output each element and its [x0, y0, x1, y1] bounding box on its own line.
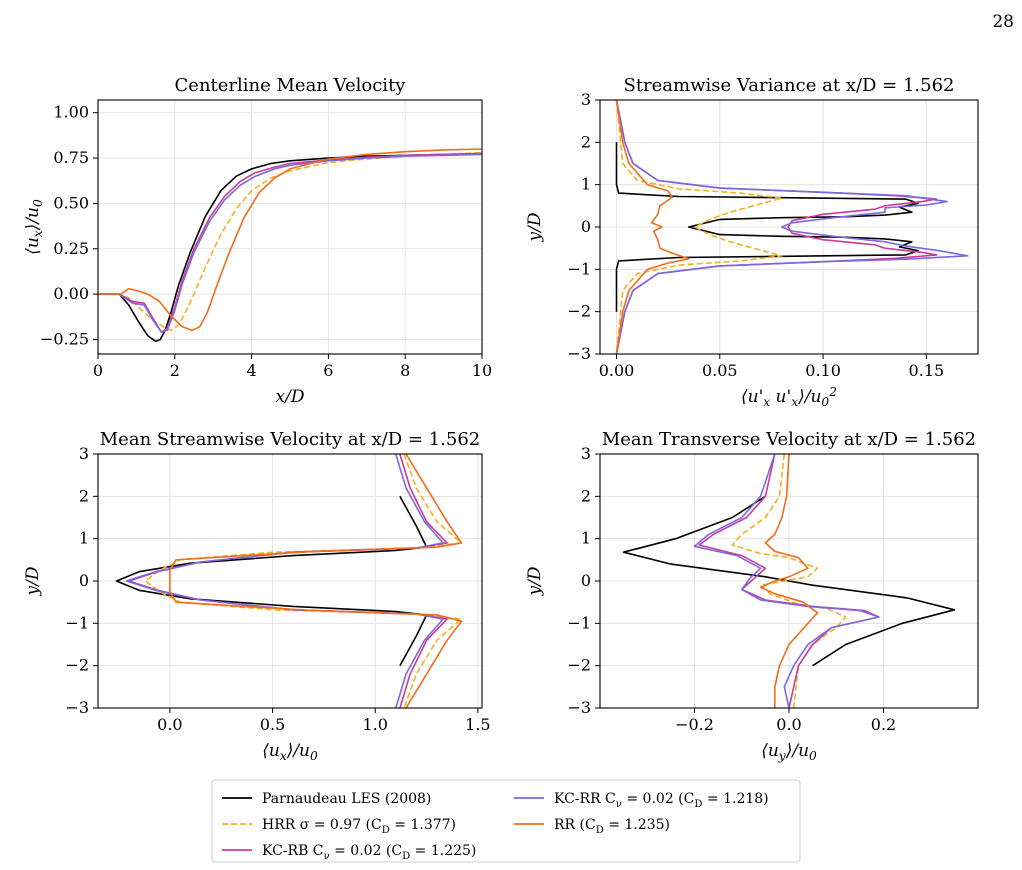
x-tick-label: 2	[170, 361, 180, 380]
legend-label: HRR σ = 0.97 (CD = 1.377)	[262, 817, 456, 836]
x-axis-label: x/D	[276, 387, 305, 407]
y-tick-label: 1	[581, 175, 591, 194]
y-tick-label: 3	[79, 444, 89, 463]
y-tick-label: −3	[567, 344, 591, 363]
y-tick-label: 0.50	[53, 193, 89, 212]
legend-item-kcrr: KC-RR Cν = 0.02 (CD = 1.218)	[514, 791, 769, 810]
x-tick-label: 0.5	[260, 715, 285, 734]
y-tick-label: −2	[65, 656, 89, 675]
y-tick-label: −2	[567, 656, 591, 675]
x-tick-label: 0.0	[157, 715, 182, 734]
x-tick-label: 0.10	[805, 361, 841, 380]
chart-title: Centerline Mean Velocity	[175, 75, 407, 96]
y-tick-label: 0.25	[53, 239, 89, 258]
y-tick-label: −0.25	[40, 329, 89, 348]
x-axis-label: ⟨u'x u'x⟩/u02	[741, 385, 837, 409]
y-tick-label: −2	[567, 302, 591, 321]
y-tick-label: 2	[581, 486, 591, 505]
series-line-rr	[98, 148, 482, 332]
chart-2: 0.00 0.05 0.10 0.15 −3 −2 −1 0 1 2 3 Streamwise Var…	[525, 75, 979, 409]
chart-title: Streamwise Variance at x/D = 1.562	[623, 75, 954, 96]
x-tick-label: 10	[472, 361, 492, 380]
x-tick-label: 0.2	[871, 715, 896, 734]
x-tick-label: −0.2	[675, 715, 714, 734]
y-tick-label: 0	[581, 217, 591, 236]
x-tick-label: 4	[247, 361, 257, 380]
x-tick-label: 0.05	[702, 361, 738, 380]
y-tick-label: 0	[581, 571, 591, 590]
series-line-les	[622, 495, 956, 667]
series-line-hrr	[144, 454, 463, 708]
series-line-les	[98, 152, 482, 343]
chart-4: −0.2 0.0 0.2 −3 −2 −1 0 1 2 3 Mean Transverse Velo…	[525, 429, 979, 763]
x-tick-label: 0	[93, 361, 103, 380]
x-tick-label: 1.0	[362, 715, 387, 734]
chart-3: 0.0 0.5 1.0 1.5 −3 −2 −1 0 1 2 3 Mean Streamwise Ve…	[23, 429, 491, 763]
y-tick-label: 0.75	[53, 148, 89, 167]
x-tick-label: 1.5	[465, 715, 490, 734]
series-line-kcrr	[693, 454, 880, 708]
legend-label: RR (CD = 1.235)	[554, 817, 670, 836]
series-line-hrr	[615, 100, 783, 354]
x-axis-label: ⟨ux⟩/u0	[262, 741, 318, 763]
series-line-kcrr	[98, 153, 482, 334]
chart-1: 0 2 4 6 8 10 −0.25 0.00 0.25 0.50 0.75 1.00 Centerli…	[23, 75, 492, 407]
chart-title: Mean Transverse Velocity at x/D = 1.562	[602, 429, 976, 450]
legend-item-hrr: HRR σ = 0.97 (CD = 1.377)	[222, 817, 456, 836]
legend-label: KC-RR Cν = 0.02 (CD = 1.218)	[554, 791, 769, 810]
y-tick-label: 3	[581, 90, 591, 109]
y-tick-label: 1.00	[53, 103, 89, 122]
y-tick-label: −1	[567, 613, 591, 632]
series-line-hrr	[98, 151, 482, 332]
x-tick-label: 0.0	[776, 715, 801, 734]
x-tick-label: 0.00	[599, 361, 635, 380]
y-tick-label: 1	[581, 529, 591, 548]
series-line-rr	[615, 100, 690, 354]
y-tick-label: 2	[79, 486, 89, 505]
axes-frame	[97, 99, 483, 355]
series-line-kcrb	[98, 152, 482, 334]
page-number: 28	[992, 12, 1014, 32]
series-line-rr	[169, 454, 463, 708]
y-tick-label: 0	[79, 571, 89, 590]
legend-label: KC-RB Cν = 0.02 (CD = 1.225)	[262, 843, 476, 862]
legend-item-kcrb: KC-RB Cν = 0.02 (CD = 1.225)	[222, 843, 476, 862]
legend-item-rr: RR (CD = 1.235)	[514, 817, 670, 836]
y-axis-label: y/D	[525, 212, 545, 242]
y-tick-label: −1	[567, 259, 591, 278]
legend-frame	[211, 779, 801, 863]
series-line-hrr	[731, 454, 847, 708]
series-line-kcrr	[615, 100, 969, 354]
y-tick-label: 3	[581, 444, 591, 463]
y-tick-label: 1	[79, 529, 89, 548]
series-line-kcrr	[125, 454, 444, 708]
x-tick-label: 8	[400, 361, 410, 380]
y-tick-label: −3	[567, 698, 591, 717]
series-line-rr	[759, 454, 819, 708]
x-tick-label: 6	[323, 361, 333, 380]
y-tick-label: 2	[581, 132, 591, 151]
x-axis-label: ⟨uy⟩/u0	[761, 741, 817, 763]
series-line-les	[615, 142, 919, 312]
y-tick-label: 0.00	[53, 284, 89, 303]
x-tick-label: 0.15	[909, 361, 945, 380]
y-axis-label: y/D	[525, 566, 545, 596]
y-axis-label: ⟨ux⟩/u0	[23, 199, 45, 255]
legend-label: Parnaudeau LES (2008)	[262, 791, 431, 807]
legend-item-les: Parnaudeau LES (2008)	[222, 791, 431, 807]
y-axis-label: y/D	[23, 566, 43, 596]
y-tick-label: −1	[65, 613, 89, 632]
chart-title: Mean Streamwise Velocity at x/D = 1.562	[100, 429, 480, 450]
y-tick-label: −3	[65, 698, 89, 717]
legend: Parnaudeau LES (2008) HRR σ = 0.97 (CD = …	[211, 779, 801, 863]
